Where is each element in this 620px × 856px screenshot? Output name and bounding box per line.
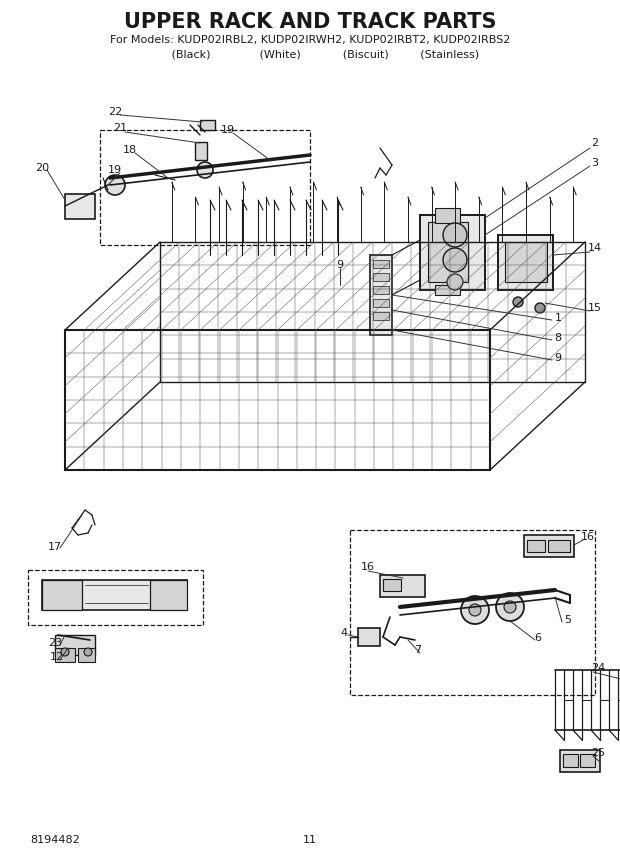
Bar [373, 260, 389, 268]
Text: 17: 17 [48, 542, 62, 552]
Text: 24: 24 [591, 663, 605, 673]
Bar [524, 535, 574, 557]
Bar [78, 648, 95, 662]
Text: 7: 7 [414, 645, 422, 655]
Bar [548, 540, 570, 552]
Bar [435, 208, 460, 223]
Text: 23: 23 [48, 638, 62, 648]
Circle shape [513, 297, 523, 307]
Text: 1: 1 [554, 313, 562, 323]
Bar [435, 285, 460, 295]
Bar [563, 754, 578, 767]
Circle shape [84, 648, 92, 656]
Text: 20: 20 [35, 163, 49, 173]
Text: 15: 15 [588, 303, 602, 313]
Bar [505, 242, 547, 282]
Text: 14: 14 [588, 243, 602, 253]
Circle shape [496, 593, 524, 621]
Circle shape [447, 274, 463, 290]
Bar [150, 580, 187, 610]
Bar [42, 580, 82, 610]
Bar [580, 754, 595, 767]
Text: 8: 8 [554, 333, 562, 343]
Text: 18: 18 [123, 145, 137, 155]
Circle shape [469, 604, 481, 616]
Bar [200, 120, 215, 130]
Bar [498, 235, 553, 290]
Bar [380, 575, 425, 597]
Circle shape [105, 175, 125, 195]
Circle shape [443, 248, 467, 272]
Text: 9: 9 [554, 353, 562, 363]
Bar [195, 142, 207, 160]
Bar [373, 286, 389, 294]
Text: 5: 5 [564, 615, 572, 625]
Text: 6: 6 [534, 633, 541, 643]
Text: 4: 4 [340, 628, 348, 638]
Text: 9: 9 [337, 260, 343, 270]
Text: 8194482: 8194482 [30, 835, 80, 845]
Bar [383, 579, 401, 591]
Text: 16: 16 [581, 532, 595, 542]
Text: 19: 19 [108, 165, 122, 175]
Bar [42, 580, 187, 610]
Bar [65, 194, 95, 219]
Text: 22: 22 [108, 107, 122, 117]
Bar [100, 130, 310, 245]
Text: For Models: KUDP02IRBL2, KUDP02IRWH2, KUDP02IRBT2, KUDP02IRBS2: For Models: KUDP02IRBL2, KUDP02IRWH2, KU… [110, 35, 510, 45]
Bar [370, 255, 392, 335]
Circle shape [504, 601, 516, 613]
Bar [350, 530, 595, 695]
Bar [560, 750, 600, 772]
Bar [420, 215, 485, 290]
Text: UPPER RACK AND TRACK PARTS: UPPER RACK AND TRACK PARTS [124, 12, 496, 32]
Text: 16: 16 [361, 562, 375, 572]
Circle shape [461, 596, 489, 624]
Text: 2: 2 [591, 138, 598, 148]
Circle shape [443, 223, 467, 247]
Text: 21: 21 [113, 123, 127, 133]
Circle shape [535, 303, 545, 313]
Text: 11: 11 [303, 835, 317, 845]
Text: (Black)              (White)            (Biscuit)         (Stainless): (Black) (White) (Biscuit) (Stainless) [141, 49, 479, 59]
Text: 19: 19 [221, 125, 235, 135]
Bar [28, 570, 203, 625]
Bar [373, 312, 389, 320]
Text: 3: 3 [591, 158, 598, 168]
Text: 12: 12 [50, 652, 64, 662]
Bar [428, 222, 468, 282]
Bar [358, 628, 380, 646]
Text: 25: 25 [591, 748, 605, 758]
Bar [527, 540, 545, 552]
Bar [373, 273, 389, 281]
Circle shape [197, 162, 213, 178]
Bar [55, 648, 75, 662]
Bar [373, 299, 389, 307]
Circle shape [61, 648, 69, 656]
Bar [55, 635, 95, 655]
